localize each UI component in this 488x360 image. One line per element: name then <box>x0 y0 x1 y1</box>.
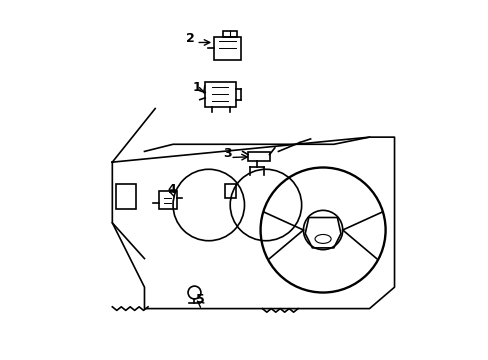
Bar <box>224 184 235 198</box>
Bar <box>223 31 237 37</box>
Text: 5: 5 <box>196 293 204 306</box>
Text: 2: 2 <box>185 32 194 45</box>
Bar <box>116 184 135 208</box>
Text: 4: 4 <box>167 183 176 195</box>
Bar <box>205 82 235 107</box>
Bar <box>159 191 176 208</box>
Bar <box>247 152 269 161</box>
Bar <box>214 37 241 60</box>
Text: 3: 3 <box>223 147 231 160</box>
Text: 1: 1 <box>192 81 201 94</box>
